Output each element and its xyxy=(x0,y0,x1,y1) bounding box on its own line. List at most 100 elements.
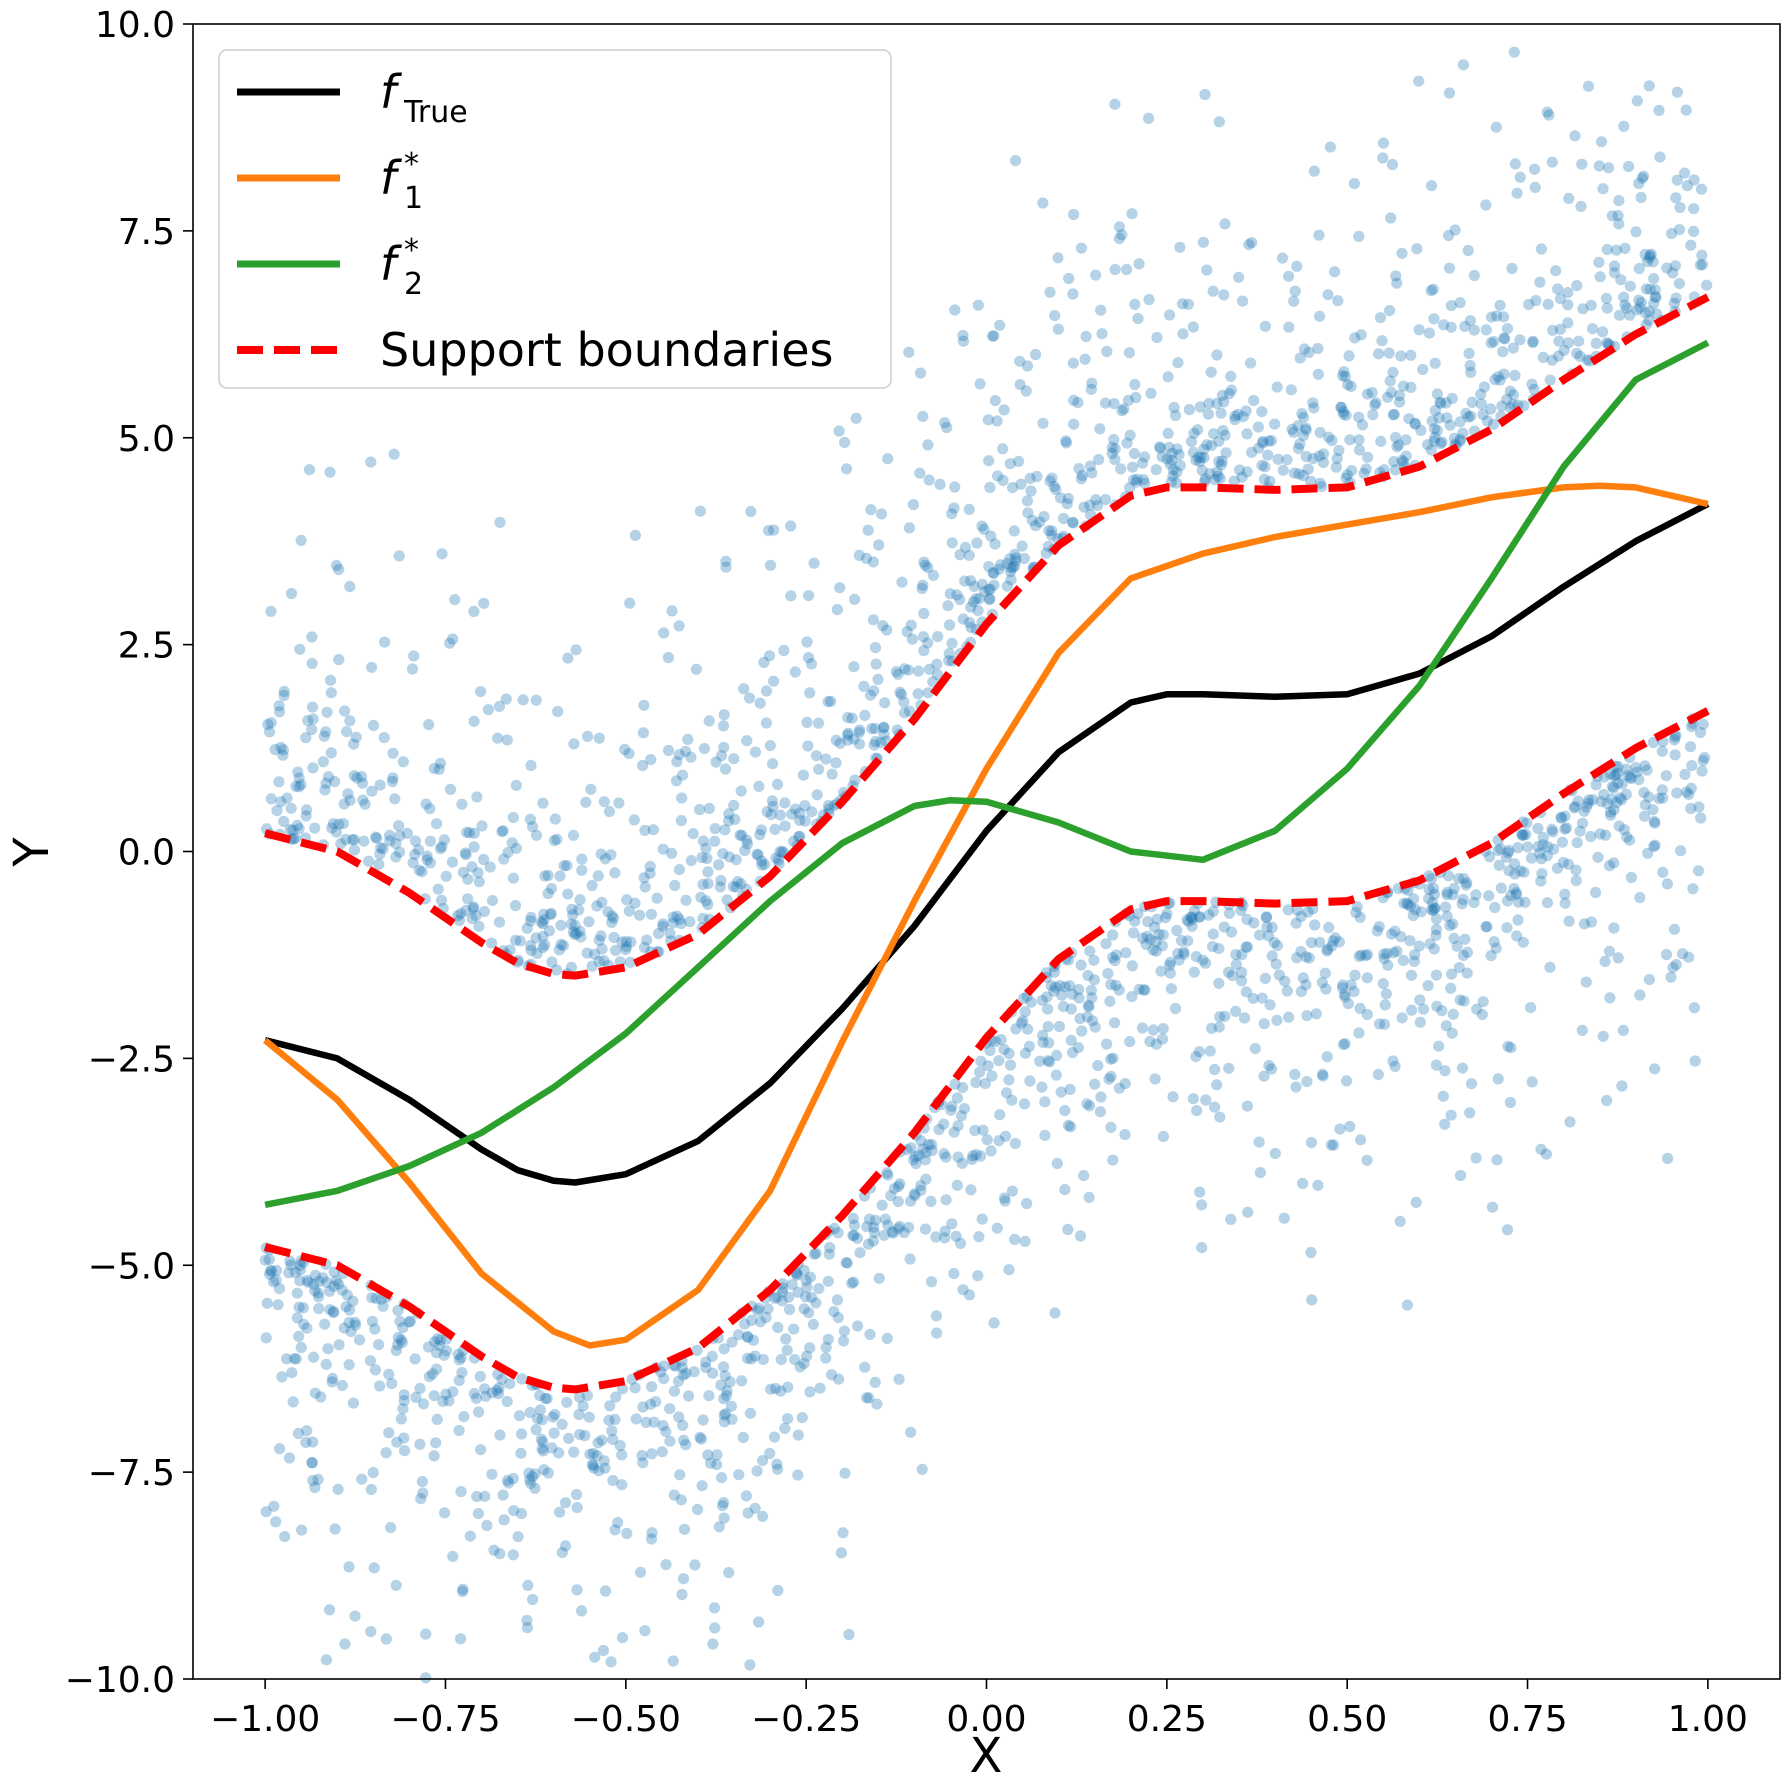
scatter-point xyxy=(1613,820,1625,832)
scatter-point xyxy=(278,689,290,702)
scatter-point xyxy=(1457,893,1469,906)
scatter-point xyxy=(507,1549,519,1561)
scatter-point xyxy=(1376,335,1388,347)
scatter-point xyxy=(453,1375,465,1387)
scatter-point xyxy=(1590,886,1602,899)
scatter-point xyxy=(1391,441,1403,453)
scatter-point xyxy=(944,588,956,600)
scatter-point xyxy=(1084,945,1096,957)
scatter-point xyxy=(638,872,650,884)
scatter-point xyxy=(1562,287,1574,299)
scatter-point xyxy=(1084,1100,1096,1112)
scatter-point xyxy=(1178,946,1190,958)
scatter-point xyxy=(656,1446,668,1458)
scatter-point xyxy=(834,737,846,749)
scatter-point xyxy=(260,1332,272,1344)
scatter-point xyxy=(629,529,642,542)
scatter-point xyxy=(1414,994,1426,1006)
scatter-point xyxy=(1003,1264,1015,1276)
scatter-point xyxy=(892,1223,905,1235)
scatter-point xyxy=(1648,297,1660,309)
scatter-point xyxy=(969,1124,981,1137)
scatter-point xyxy=(1309,919,1321,931)
scatter-point xyxy=(456,798,468,810)
scatter-point xyxy=(1266,950,1278,962)
scatter-point xyxy=(724,1376,736,1388)
scatter-point xyxy=(1600,292,1612,304)
scatter-point xyxy=(1021,495,1033,507)
scatter-point xyxy=(306,701,319,713)
scatter-point xyxy=(718,709,730,721)
scatter-point xyxy=(1569,801,1581,813)
scatter-point xyxy=(398,1432,410,1444)
scatter-point xyxy=(1259,972,1271,985)
scatter-point xyxy=(1162,371,1174,383)
scatter-point xyxy=(291,1312,303,1324)
scatter-point xyxy=(839,436,851,448)
scatter-point xyxy=(758,656,770,669)
scatter-point xyxy=(1089,1078,1101,1090)
scatter-point xyxy=(295,534,307,547)
scatter-point xyxy=(1581,354,1593,366)
scatter-point xyxy=(1090,269,1102,281)
scatter-point xyxy=(493,700,505,713)
scatter-point xyxy=(653,927,665,940)
scatter-point xyxy=(1200,1094,1212,1106)
scatter-point xyxy=(1624,309,1636,321)
scatter-point xyxy=(837,1527,849,1539)
scatter-point xyxy=(861,1392,873,1404)
scatter-point xyxy=(1360,463,1372,475)
scatter-point xyxy=(1527,335,1539,347)
scatter-point xyxy=(603,805,616,818)
scatter-point xyxy=(1014,355,1026,367)
scatter-point xyxy=(771,1291,783,1303)
scatter-point xyxy=(1449,224,1461,236)
scatter-point xyxy=(1073,992,1085,1004)
scatter-point xyxy=(1061,498,1073,510)
scatter-point xyxy=(1283,321,1295,333)
scatter-point xyxy=(561,860,573,872)
scatter-point xyxy=(676,1588,688,1601)
scatter-point xyxy=(1657,866,1669,878)
scatter-point xyxy=(773,854,785,866)
scatter-point xyxy=(510,779,522,792)
scatter-point xyxy=(1144,933,1156,946)
scatter-point xyxy=(1110,949,1122,961)
scatter-point xyxy=(1030,348,1042,361)
scatter-point xyxy=(1023,1040,1035,1052)
scatter-point xyxy=(804,1271,817,1283)
scatter-point xyxy=(1501,323,1514,335)
scatter-point xyxy=(599,1462,611,1474)
scatter-point xyxy=(1649,817,1661,829)
scatter-point xyxy=(281,792,293,804)
scatter-point xyxy=(1578,918,1591,930)
scatter-point xyxy=(1090,494,1102,506)
scatter-point xyxy=(796,1412,808,1424)
scatter-point xyxy=(319,784,331,796)
scatter-point xyxy=(1542,841,1554,853)
scatter-point xyxy=(325,747,337,759)
scatter-point xyxy=(1590,337,1602,349)
scatter-point xyxy=(1003,1047,1015,1060)
scatter-point xyxy=(1668,923,1680,935)
scatter-point xyxy=(1067,517,1079,529)
scatter-point xyxy=(988,1317,1000,1329)
scatter-point xyxy=(1470,889,1482,901)
scatter-point xyxy=(1698,752,1711,764)
scatter-point xyxy=(983,584,995,596)
scatter-point xyxy=(1601,798,1613,810)
scatter-point xyxy=(782,1381,794,1393)
scatter-point xyxy=(1422,439,1434,451)
scatter-point xyxy=(703,715,715,727)
scatter-point xyxy=(1245,357,1257,369)
legend-box xyxy=(218,49,892,389)
scatter-point xyxy=(1272,453,1284,465)
scatter-point xyxy=(581,1390,594,1402)
scatter-point xyxy=(753,1616,765,1628)
scatter-point xyxy=(1129,378,1141,391)
scatter-point xyxy=(1684,741,1697,753)
scatter-point xyxy=(1339,371,1351,383)
scatter-point xyxy=(449,594,461,606)
scatter-point xyxy=(1405,349,1417,361)
